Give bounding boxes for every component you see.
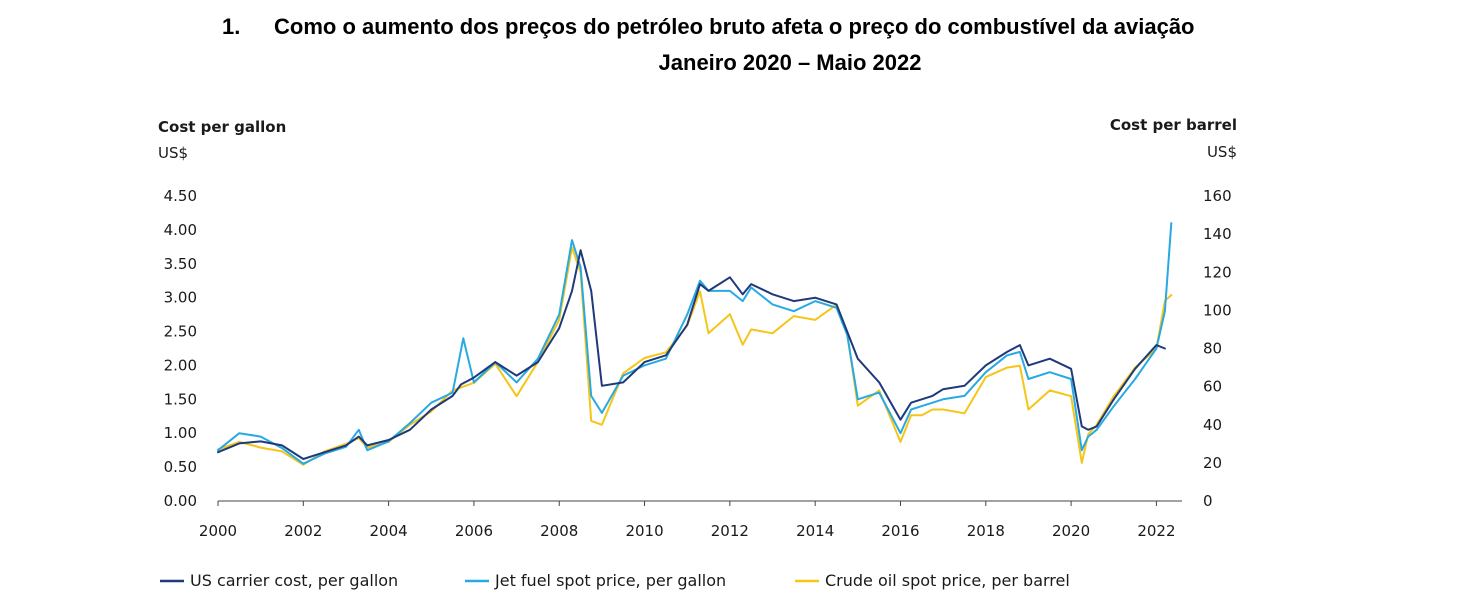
x-tick-label: 2022 — [1137, 522, 1175, 540]
left-tick-label: 4.00 — [164, 221, 197, 239]
right-tick-label: 100 — [1203, 301, 1232, 319]
right-tick-label: 80 — [1203, 340, 1222, 358]
x-tick-label: 2000 — [199, 522, 237, 540]
x-axis-ticks: 2000 2002 2004 2006 2008 2010 2012 2014 2016 2018… — [199, 501, 1176, 540]
series-line-jet-fuel-spot-price-per-gallon — [217, 222, 1173, 465]
right-axis-title: Cost per barrel — [1110, 116, 1237, 134]
chart-title-line1: 1. Como o aumento dos preços do petróleo … — [222, 14, 1195, 40]
left-tick-label: 2.00 — [164, 356, 197, 374]
series-line-us-carrier-cost-per-gallon — [217, 249, 1166, 460]
x-tick-label: 2010 — [625, 522, 663, 540]
left-tick-label: 1.50 — [164, 390, 197, 408]
x-tick-label: 2012 — [711, 522, 749, 540]
left-axis-ticks: 0.00 0.50 1.00 1.50 2.00 2.50 3.00 3.50 4.00 4.50 — [164, 187, 197, 510]
series-group — [217, 222, 1173, 466]
x-tick-label: 2016 — [881, 522, 919, 540]
x-tick-label: 2004 — [370, 522, 408, 540]
legend-label: Crude oil spot price, per barrel — [825, 571, 1070, 590]
right-tick-label: 60 — [1203, 378, 1222, 396]
left-axis-title: Cost per gallon — [158, 118, 286, 136]
right-tick-label: 40 — [1203, 416, 1222, 434]
legend: US carrier cost, per gallon Jet fuel spot… — [160, 571, 1070, 590]
left-tick-label: 1.00 — [164, 424, 197, 442]
left-tick-label: 0.50 — [164, 458, 197, 476]
legend-label: US carrier cost, per gallon — [190, 571, 398, 590]
chart-subtitle: Janeiro 2020 – Maio 2022 — [658, 50, 922, 75]
x-tick-label: 2002 — [284, 522, 322, 540]
x-tick-label: 2006 — [455, 522, 493, 540]
x-tick-label: 2008 — [540, 522, 578, 540]
right-tick-label: 140 — [1203, 225, 1232, 243]
left-tick-label: 3.50 — [164, 255, 197, 273]
right-tick-label: 120 — [1203, 263, 1232, 281]
chart-title-text: Como o aumento dos preços do petróleo br… — [274, 14, 1195, 39]
right-axis-unit: US$ — [1207, 143, 1237, 161]
legend-label: Jet fuel spot price, per gallon — [494, 571, 726, 590]
left-axis-unit: US$ — [158, 144, 188, 162]
series-line-crude-oil-spot-price-per-barrel — [217, 246, 1173, 466]
left-tick-label: 2.50 — [164, 323, 197, 341]
x-tick-label: 2020 — [1052, 522, 1090, 540]
chart-title-number: 1. — [222, 14, 241, 39]
x-tick-label: 2014 — [796, 522, 834, 540]
x-tick-label: 2018 — [967, 522, 1005, 540]
right-tick-label: 160 — [1203, 187, 1232, 205]
left-tick-label: 4.50 — [164, 187, 197, 205]
left-tick-label: 3.00 — [164, 289, 197, 307]
left-tick-label: 0.00 — [164, 492, 197, 510]
right-tick-label: 20 — [1203, 454, 1222, 472]
right-tick-label: 0 — [1203, 492, 1213, 510]
right-axis-ticks: 0 20 40 60 80 100 120 140 160 — [1203, 187, 1232, 510]
